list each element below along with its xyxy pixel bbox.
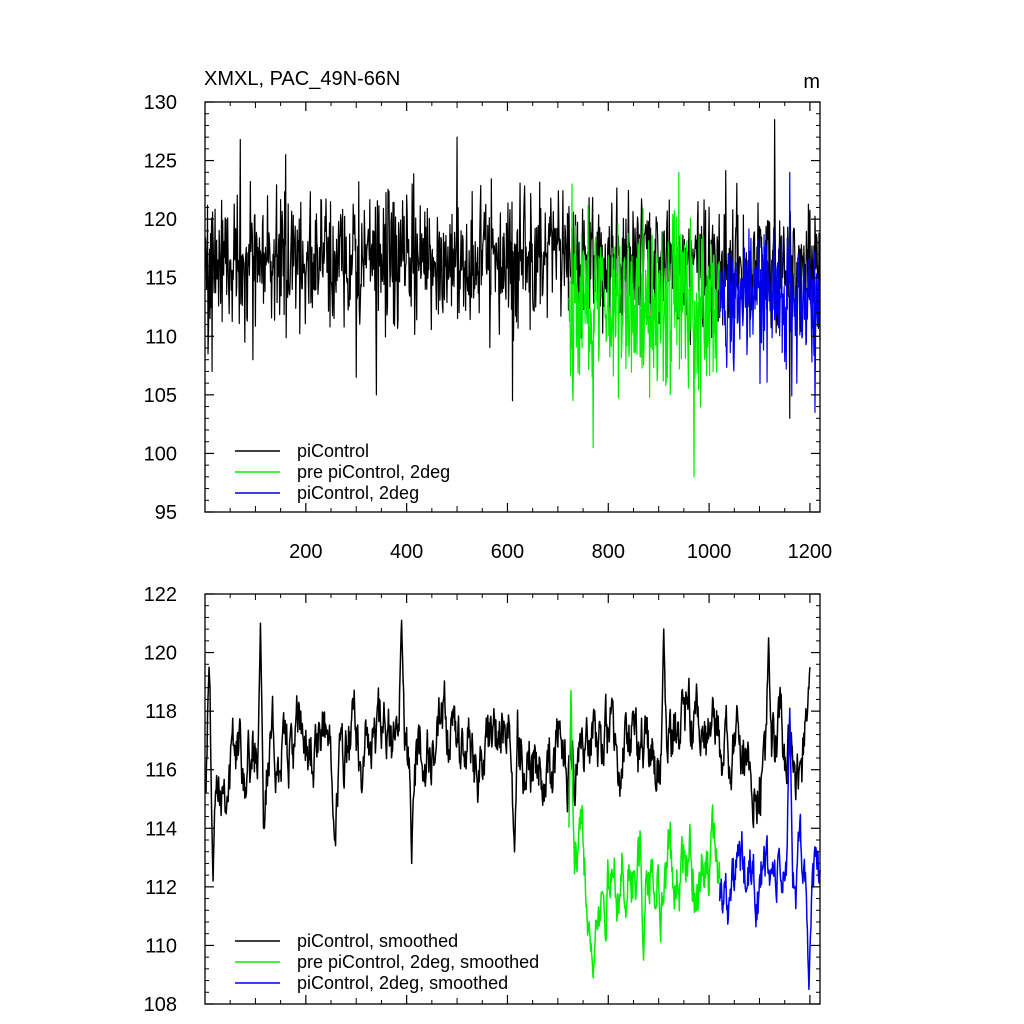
top-chart-title: XMXL, PAC_49N-66N	[204, 68, 400, 90]
legend-label: piControl, 2deg, smoothed	[297, 973, 508, 993]
y-tick-label: 115	[145, 268, 177, 290]
top-panel: XMXL, PAC_49N-66N m 200 400 600 800 1000 1200…	[144, 68, 833, 563]
legend-label: pre piControl, 2deg	[297, 462, 450, 482]
y-tick-label: 110	[145, 326, 177, 348]
series-line-bottom-1	[568, 689, 721, 979]
y-tick-label: 130	[144, 92, 177, 114]
y-tick-label: 105	[144, 385, 177, 407]
legend-label: piControl	[297, 441, 369, 461]
bottom-plot-frame	[204, 593, 821, 1005]
series-line-top-0	[204, 118, 821, 419]
y-tick-label: 122	[144, 584, 177, 606]
x-tick-label: 600	[491, 541, 524, 563]
top-series-group	[204, 118, 821, 478]
y-tick-label: 100	[144, 443, 177, 465]
top-chart-units: m	[803, 71, 820, 93]
legend-label: pre piControl, 2deg, smoothed	[297, 952, 539, 972]
y-tick-label: 125	[144, 151, 177, 173]
y-tick-label: 110	[145, 935, 177, 957]
bottom-series-group	[204, 619, 821, 991]
series-line-bottom-2	[718, 707, 821, 991]
series-line-top-1	[568, 171, 721, 478]
top-plot-frame	[204, 101, 821, 513]
x-tick-label: 1200	[788, 541, 833, 563]
bottom-panel: 108 110 112 114 116 118 120 122 piControl, smoo…	[144, 584, 821, 1016]
y-tick-label: 116	[145, 760, 177, 782]
y-tick-label: 108	[144, 994, 177, 1016]
legend-label: piControl, 2deg	[297, 483, 419, 503]
bottom-axis-ticks: 108 110 112 114 116 118 120 122	[144, 584, 820, 1016]
y-tick-label: 95	[155, 502, 177, 524]
y-tick-label: 112	[145, 877, 177, 899]
y-tick-label: 120	[144, 209, 177, 231]
y-tick-label: 114	[145, 818, 177, 840]
x-tick-label: 400	[390, 541, 423, 563]
series-line-bottom-0	[204, 619, 811, 882]
x-tick-label: 200	[289, 541, 322, 563]
top-axis-ticks: 200 400 600 800 1000 1200 95 100 105 110 115 120 125…	[144, 92, 833, 563]
x-tick-label: 800	[592, 541, 625, 563]
y-tick-label: 118	[145, 701, 177, 723]
y-tick-label: 120	[144, 643, 177, 665]
x-tick-label: 1000	[687, 541, 732, 563]
legend-label: piControl, smoothed	[297, 931, 458, 951]
series-line-top-2	[719, 171, 821, 414]
